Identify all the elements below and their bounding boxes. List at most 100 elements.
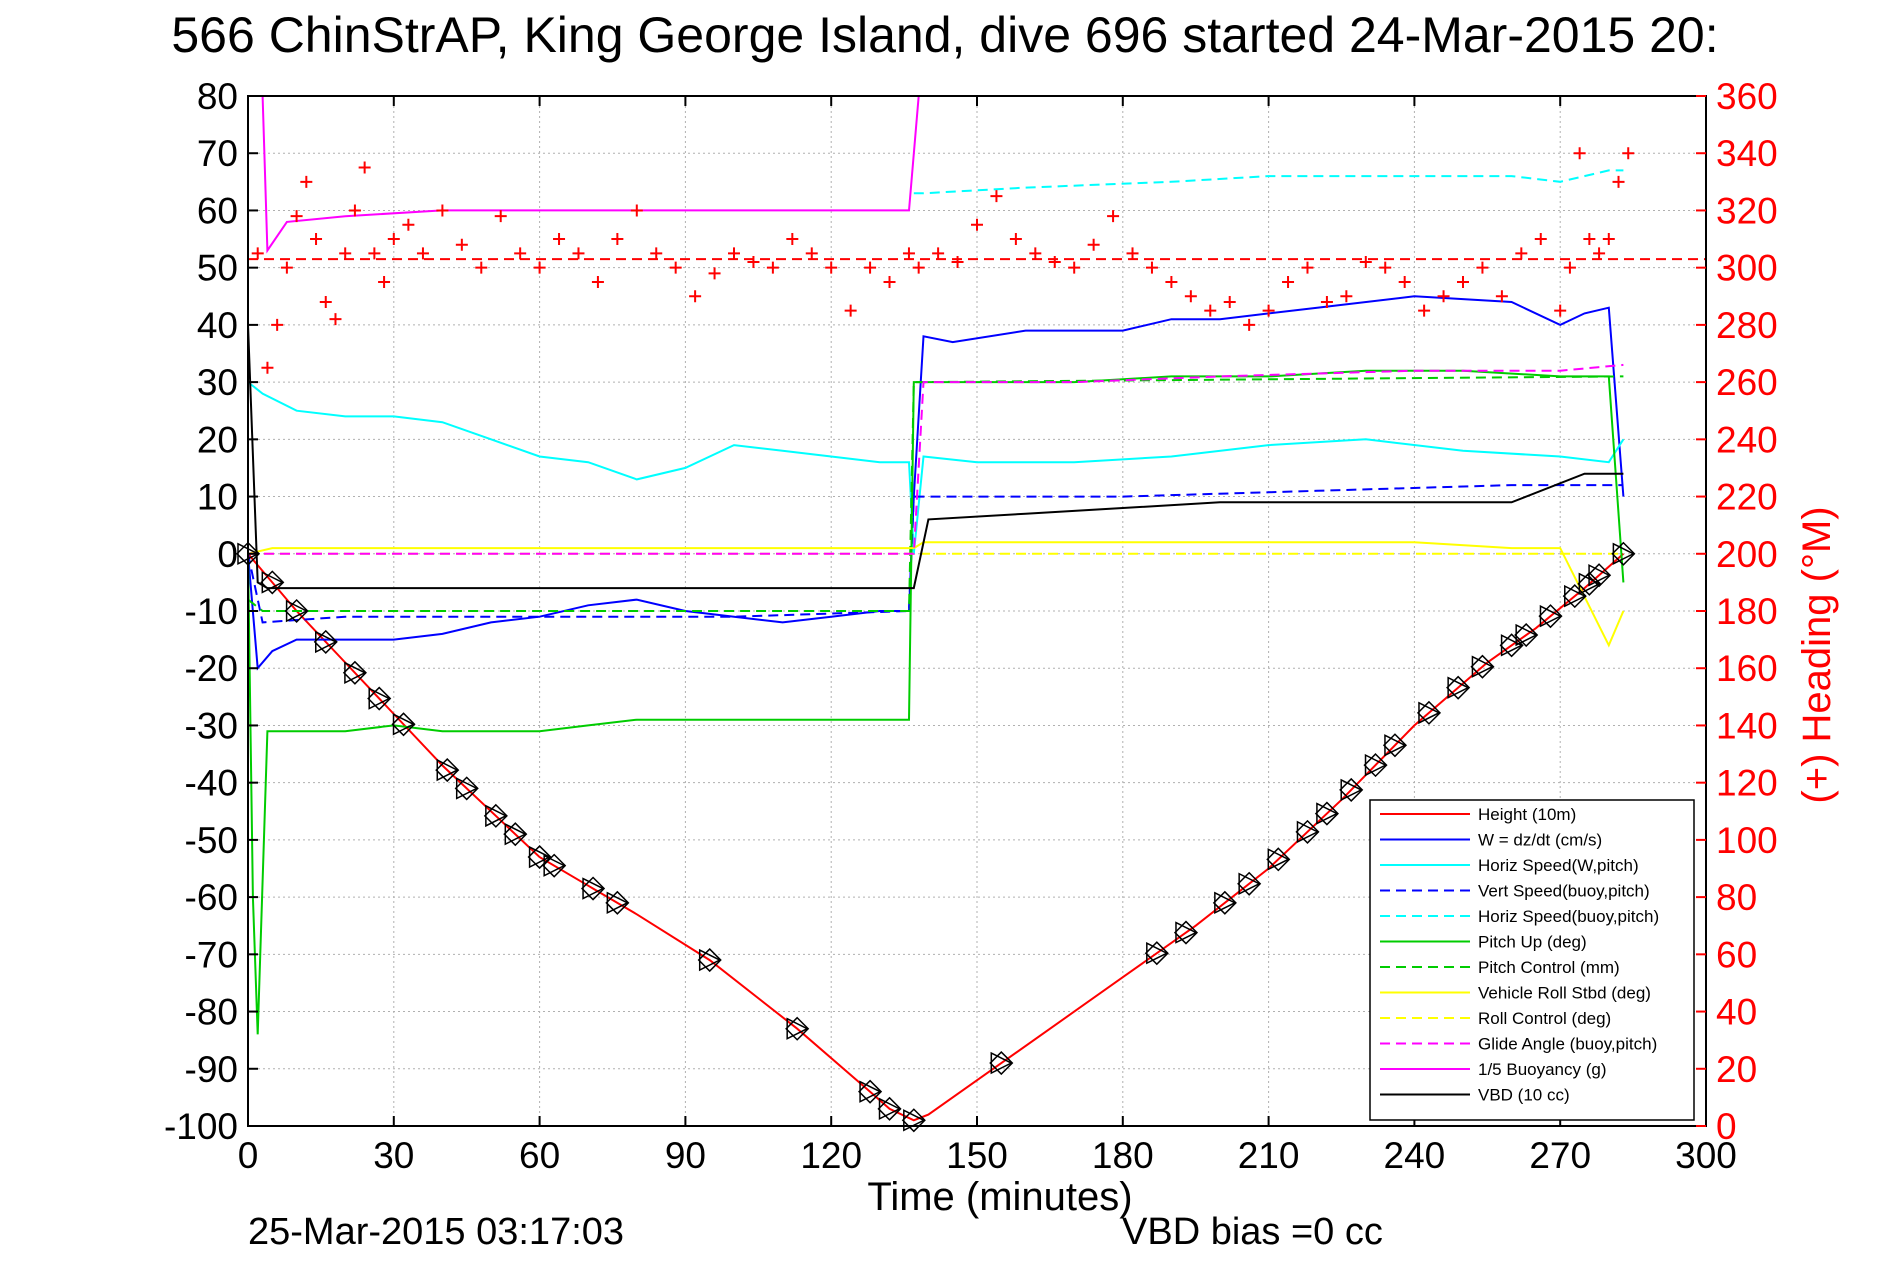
heading-point bbox=[1515, 247, 1528, 260]
heading-point bbox=[1184, 290, 1197, 303]
heading-point bbox=[1048, 255, 1061, 268]
heading-point bbox=[280, 261, 293, 274]
legend-entry: Pitch Control (mm) bbox=[1478, 958, 1620, 977]
legend-entry: Pitch Up (deg) bbox=[1478, 933, 1587, 952]
right-tick-label: 100 bbox=[1716, 820, 1778, 861]
series-line-3 bbox=[247, 484, 1624, 624]
heading-point bbox=[572, 247, 585, 260]
heading-point bbox=[1107, 210, 1120, 223]
heading-point bbox=[1204, 304, 1217, 317]
legend: Height (10m) W = dz/dt (cm/s) Horiz Speed(… bbox=[1369, 799, 1695, 1121]
heading-point bbox=[669, 261, 682, 274]
legend-entry: Height (10m) bbox=[1478, 805, 1576, 824]
heading-point bbox=[553, 233, 566, 246]
heading-point bbox=[864, 261, 877, 274]
height-marker-diamond bbox=[391, 712, 416, 737]
heading-point bbox=[494, 210, 507, 223]
legend-entry: Vert Speed(buoy,pitch) bbox=[1478, 882, 1650, 901]
heading-point bbox=[1593, 247, 1606, 260]
height-marker-diamond bbox=[1144, 941, 1169, 966]
heading-point bbox=[1282, 275, 1295, 288]
heading-point bbox=[319, 296, 332, 308]
right-tick-label: 280 bbox=[1716, 305, 1778, 346]
legend-entry: Horiz Speed(W,pitch) bbox=[1478, 856, 1639, 875]
y-tick-label: -80 bbox=[185, 992, 238, 1033]
heading-point bbox=[1573, 147, 1586, 160]
heading-point bbox=[514, 247, 527, 260]
heading-point bbox=[932, 247, 945, 260]
heading-point bbox=[708, 267, 721, 280]
height-marker-diamond bbox=[1173, 920, 1199, 945]
legend-entry: W = dz/dt (cm/s) bbox=[1478, 831, 1602, 850]
height-marker-diamond bbox=[1266, 847, 1291, 872]
right-tick-label: 340 bbox=[1716, 133, 1778, 174]
right-tick-label: 60 bbox=[1716, 934, 1757, 975]
y-tick-label: -90 bbox=[185, 1049, 238, 1090]
heading-point bbox=[747, 255, 760, 268]
heading-point bbox=[1068, 261, 1081, 274]
height-marker-diamond bbox=[858, 1079, 883, 1104]
height-marker-diamond bbox=[435, 758, 460, 783]
heading-point bbox=[591, 275, 604, 288]
heading-point bbox=[971, 218, 983, 231]
height-marker-diamond bbox=[1538, 604, 1563, 629]
heading-point bbox=[436, 204, 449, 217]
y-tick-label: 30 bbox=[197, 362, 238, 403]
right-tick-label: 300 bbox=[1716, 248, 1778, 289]
height-marker-diamond bbox=[1470, 654, 1495, 679]
y-tick-label: 50 bbox=[197, 248, 238, 289]
heading-point bbox=[1243, 318, 1256, 331]
right-axis-label: (+) Heading (°M) bbox=[1795, 506, 1839, 803]
height-marker-diamond bbox=[503, 822, 528, 847]
heading-point bbox=[310, 233, 323, 246]
height-marker-diamond bbox=[1446, 675, 1471, 700]
height-marker-diamond bbox=[1382, 733, 1408, 758]
heading-point bbox=[611, 233, 624, 246]
y-tick-label: -60 bbox=[185, 877, 238, 918]
height-marker-diamond bbox=[1514, 622, 1539, 648]
heading-point bbox=[912, 261, 925, 274]
height-marker-diamond bbox=[367, 686, 392, 711]
heading-point bbox=[1495, 290, 1508, 303]
x-tick-label: 240 bbox=[1384, 1135, 1446, 1176]
legend-entry: 1/5 Buoyancy (g) bbox=[1478, 1060, 1607, 1079]
legend-entry: Glide Angle (buoy,pitch) bbox=[1478, 1035, 1657, 1054]
x-tick-label: 150 bbox=[946, 1135, 1008, 1176]
height-marker-diamond bbox=[342, 660, 367, 685]
heading-point bbox=[290, 210, 303, 223]
heading-point bbox=[1301, 261, 1314, 274]
y-tick-label: -50 bbox=[185, 820, 238, 861]
heading-point bbox=[1359, 255, 1372, 268]
height-marker-diamond bbox=[284, 598, 309, 624]
heading-point bbox=[1223, 296, 1236, 308]
y-tick-label: -30 bbox=[185, 705, 238, 746]
height-marker-diamond bbox=[877, 1096, 902, 1121]
heading-point bbox=[1563, 261, 1576, 274]
heading-point bbox=[1437, 290, 1450, 303]
heading-point bbox=[329, 313, 342, 326]
heading-point bbox=[1622, 147, 1635, 160]
height-marker-diamond bbox=[313, 629, 338, 654]
heading-point bbox=[475, 261, 488, 274]
heading-point bbox=[786, 233, 799, 246]
height-marker-diamond bbox=[1295, 819, 1320, 844]
y-tick-label: 20 bbox=[197, 419, 238, 460]
heading-point bbox=[1009, 233, 1022, 246]
right-tick-label: 80 bbox=[1716, 877, 1757, 918]
series-line-4 bbox=[913, 169, 1624, 195]
y-tick-label: -70 bbox=[185, 934, 238, 975]
x-tick-label: 120 bbox=[800, 1135, 862, 1176]
y-tick-label: -100 bbox=[164, 1106, 238, 1147]
heading-point bbox=[1476, 261, 1489, 274]
heading-point bbox=[844, 304, 857, 317]
heading-point bbox=[1165, 275, 1178, 288]
x-tick-label: 60 bbox=[519, 1135, 560, 1176]
heading-point bbox=[455, 238, 468, 251]
series-line-1 bbox=[247, 295, 1625, 671]
height-marker-diamond bbox=[1339, 777, 1364, 802]
height-marker-diamond bbox=[260, 570, 285, 595]
x-tick-label: 300 bbox=[1675, 1135, 1737, 1176]
height-marker-diamond bbox=[454, 776, 479, 801]
height-marker-diamond bbox=[542, 853, 567, 878]
right-tick-label: 160 bbox=[1716, 648, 1778, 689]
